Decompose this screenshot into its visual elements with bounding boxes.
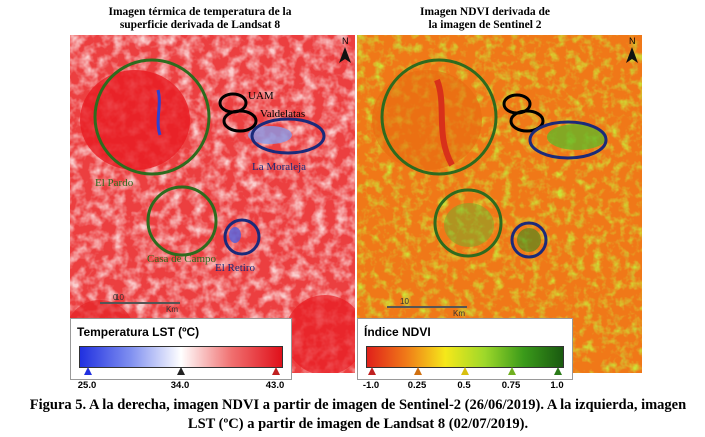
- valdelatas-circle: [222, 109, 258, 133]
- lst-tick-marker-low: [84, 367, 92, 375]
- casa-de-campo-circle: [146, 185, 218, 257]
- ndvi-tick-marker-1: [368, 367, 376, 375]
- el-pardo-circle: [93, 58, 211, 176]
- el-retiro-label: El Retiro: [215, 262, 256, 274]
- valdelatas-label: Valdelatas: [260, 108, 306, 120]
- ndvi-map: 10 Km N: [357, 35, 642, 373]
- ndvi-tick-1: -1.0: [362, 380, 380, 391]
- ndvi-scale-10: 10: [400, 297, 409, 306]
- lst-legend-title: Temperatura LST (ºC): [77, 325, 200, 339]
- ndvi-scale-unit: Km: [453, 309, 465, 318]
- ndvi-north-label: N: [629, 36, 636, 46]
- uam-label: UAM: [248, 90, 274, 102]
- ndvi-valdelatas-circle: [509, 109, 545, 133]
- lst-tick-marker-mid: [177, 367, 185, 375]
- lst-scale-10: 10: [115, 293, 124, 302]
- ndvi-tick-marker-3: [461, 367, 469, 375]
- casa-de-campo-label: Casa de Campo: [147, 253, 217, 265]
- ndvi-tick-marker-5: [554, 367, 562, 375]
- lst-north-label: N: [342, 36, 349, 46]
- ndvi-el-retiro-circle: [510, 221, 548, 259]
- ndvi-tick-3: 0.5: [457, 380, 471, 391]
- figure-caption: Figura 5. A la derecha, imagen NDVI a pa…: [29, 397, 687, 432]
- lst-scale-0: 0: [113, 293, 118, 302]
- ndvi-el-pardo-circle: [380, 58, 498, 176]
- ndvi-tick-2: 0.25: [407, 380, 427, 391]
- el-retiro-circle: [223, 218, 261, 256]
- ndvi-color-ramp: [366, 346, 564, 368]
- la-moraleja-label: La Moraleja: [252, 161, 307, 173]
- ndvi-legend: Índice NDVI: [357, 318, 573, 380]
- ndvi-casa-de-campo-circle: [433, 188, 503, 258]
- ndvi-legend-title: Índice NDVI: [364, 325, 431, 339]
- lst-tick-marker-high: [272, 367, 280, 375]
- lst-tick-low: 25.0: [77, 380, 97, 391]
- ndvi-tick-5: 1.0: [550, 380, 564, 391]
- lst-map-image: [70, 35, 355, 373]
- ndvi-map-image: [357, 35, 642, 373]
- el-pardo-label: El Pardo: [95, 177, 134, 189]
- ndvi-tick-marker-2: [414, 367, 422, 375]
- lst-legend: Temperatura LST (ºC): [70, 318, 292, 380]
- ndvi-la-moraleja-circle: [528, 120, 608, 160]
- lst-tick-high: 43.0: [265, 380, 285, 391]
- lst-tick-mid: 34.0: [170, 380, 190, 391]
- lst-panel-title: Imagen térmica de temperatura de la supe…: [108, 6, 292, 31]
- lst-color-ramp: [79, 346, 283, 368]
- ndvi-tick-marker-4: [508, 367, 516, 375]
- ndvi-tick-4: 0.75: [501, 380, 521, 391]
- ndvi-panel-title: Imagen NDVI derivada de la imagen de Sen…: [419, 6, 550, 31]
- lst-scale-unit: Km: [166, 305, 178, 314]
- lst-map: UAM Valdelatas La Moraleja El Pardo Casa…: [70, 35, 355, 373]
- la-moraleja-circle: [250, 117, 326, 155]
